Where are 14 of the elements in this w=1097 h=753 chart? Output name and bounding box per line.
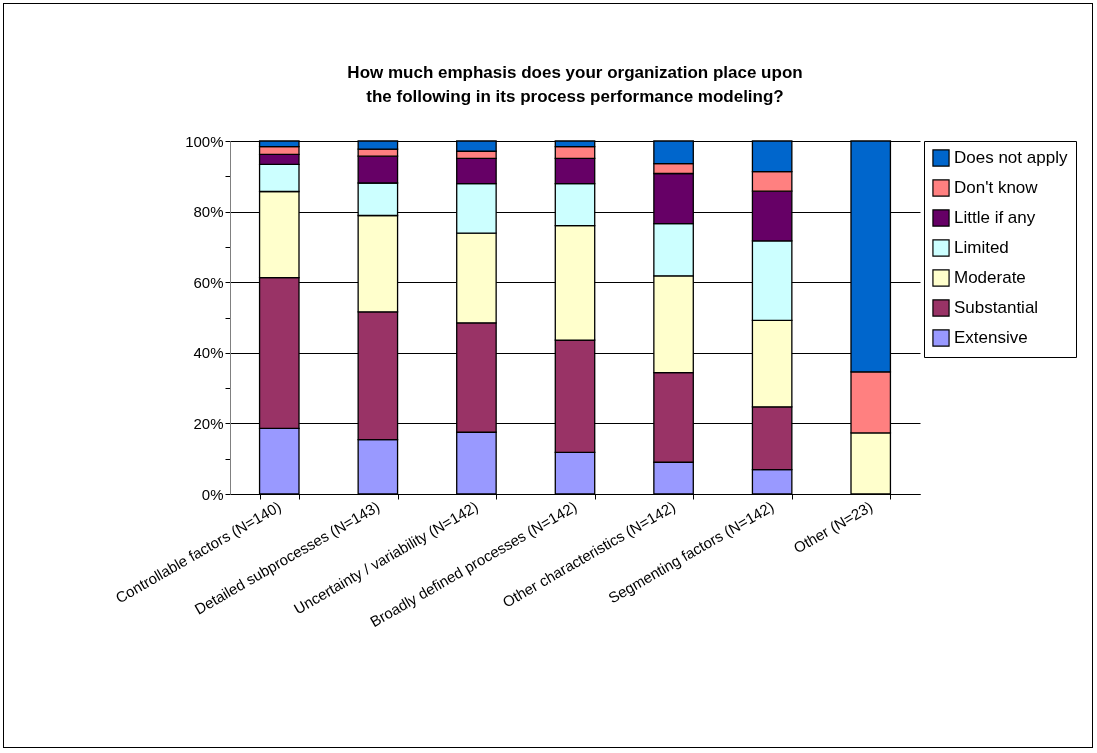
legend-label: Don't know bbox=[954, 178, 1039, 197]
y-tick-label: 100% bbox=[185, 132, 224, 150]
legend-label: Moderate bbox=[954, 268, 1026, 287]
legend-label: Limited bbox=[954, 238, 1009, 257]
legend-label: Does not apply bbox=[954, 148, 1068, 167]
y-tick-label: 80% bbox=[193, 203, 224, 221]
legend-label: Substantial bbox=[954, 298, 1039, 317]
legend-label: Extensive bbox=[954, 328, 1028, 347]
y-tick-label: 20% bbox=[193, 414, 224, 432]
y-tick-label: 60% bbox=[193, 273, 224, 291]
chart-title: How much emphasis does your organization place upon the following in its process performance modeling? bbox=[347, 63, 803, 106]
legend-label: Little if any bbox=[954, 208, 1036, 227]
y-tick-label: 0% bbox=[201, 485, 224, 503]
y-tick-label: 40% bbox=[193, 344, 224, 362]
